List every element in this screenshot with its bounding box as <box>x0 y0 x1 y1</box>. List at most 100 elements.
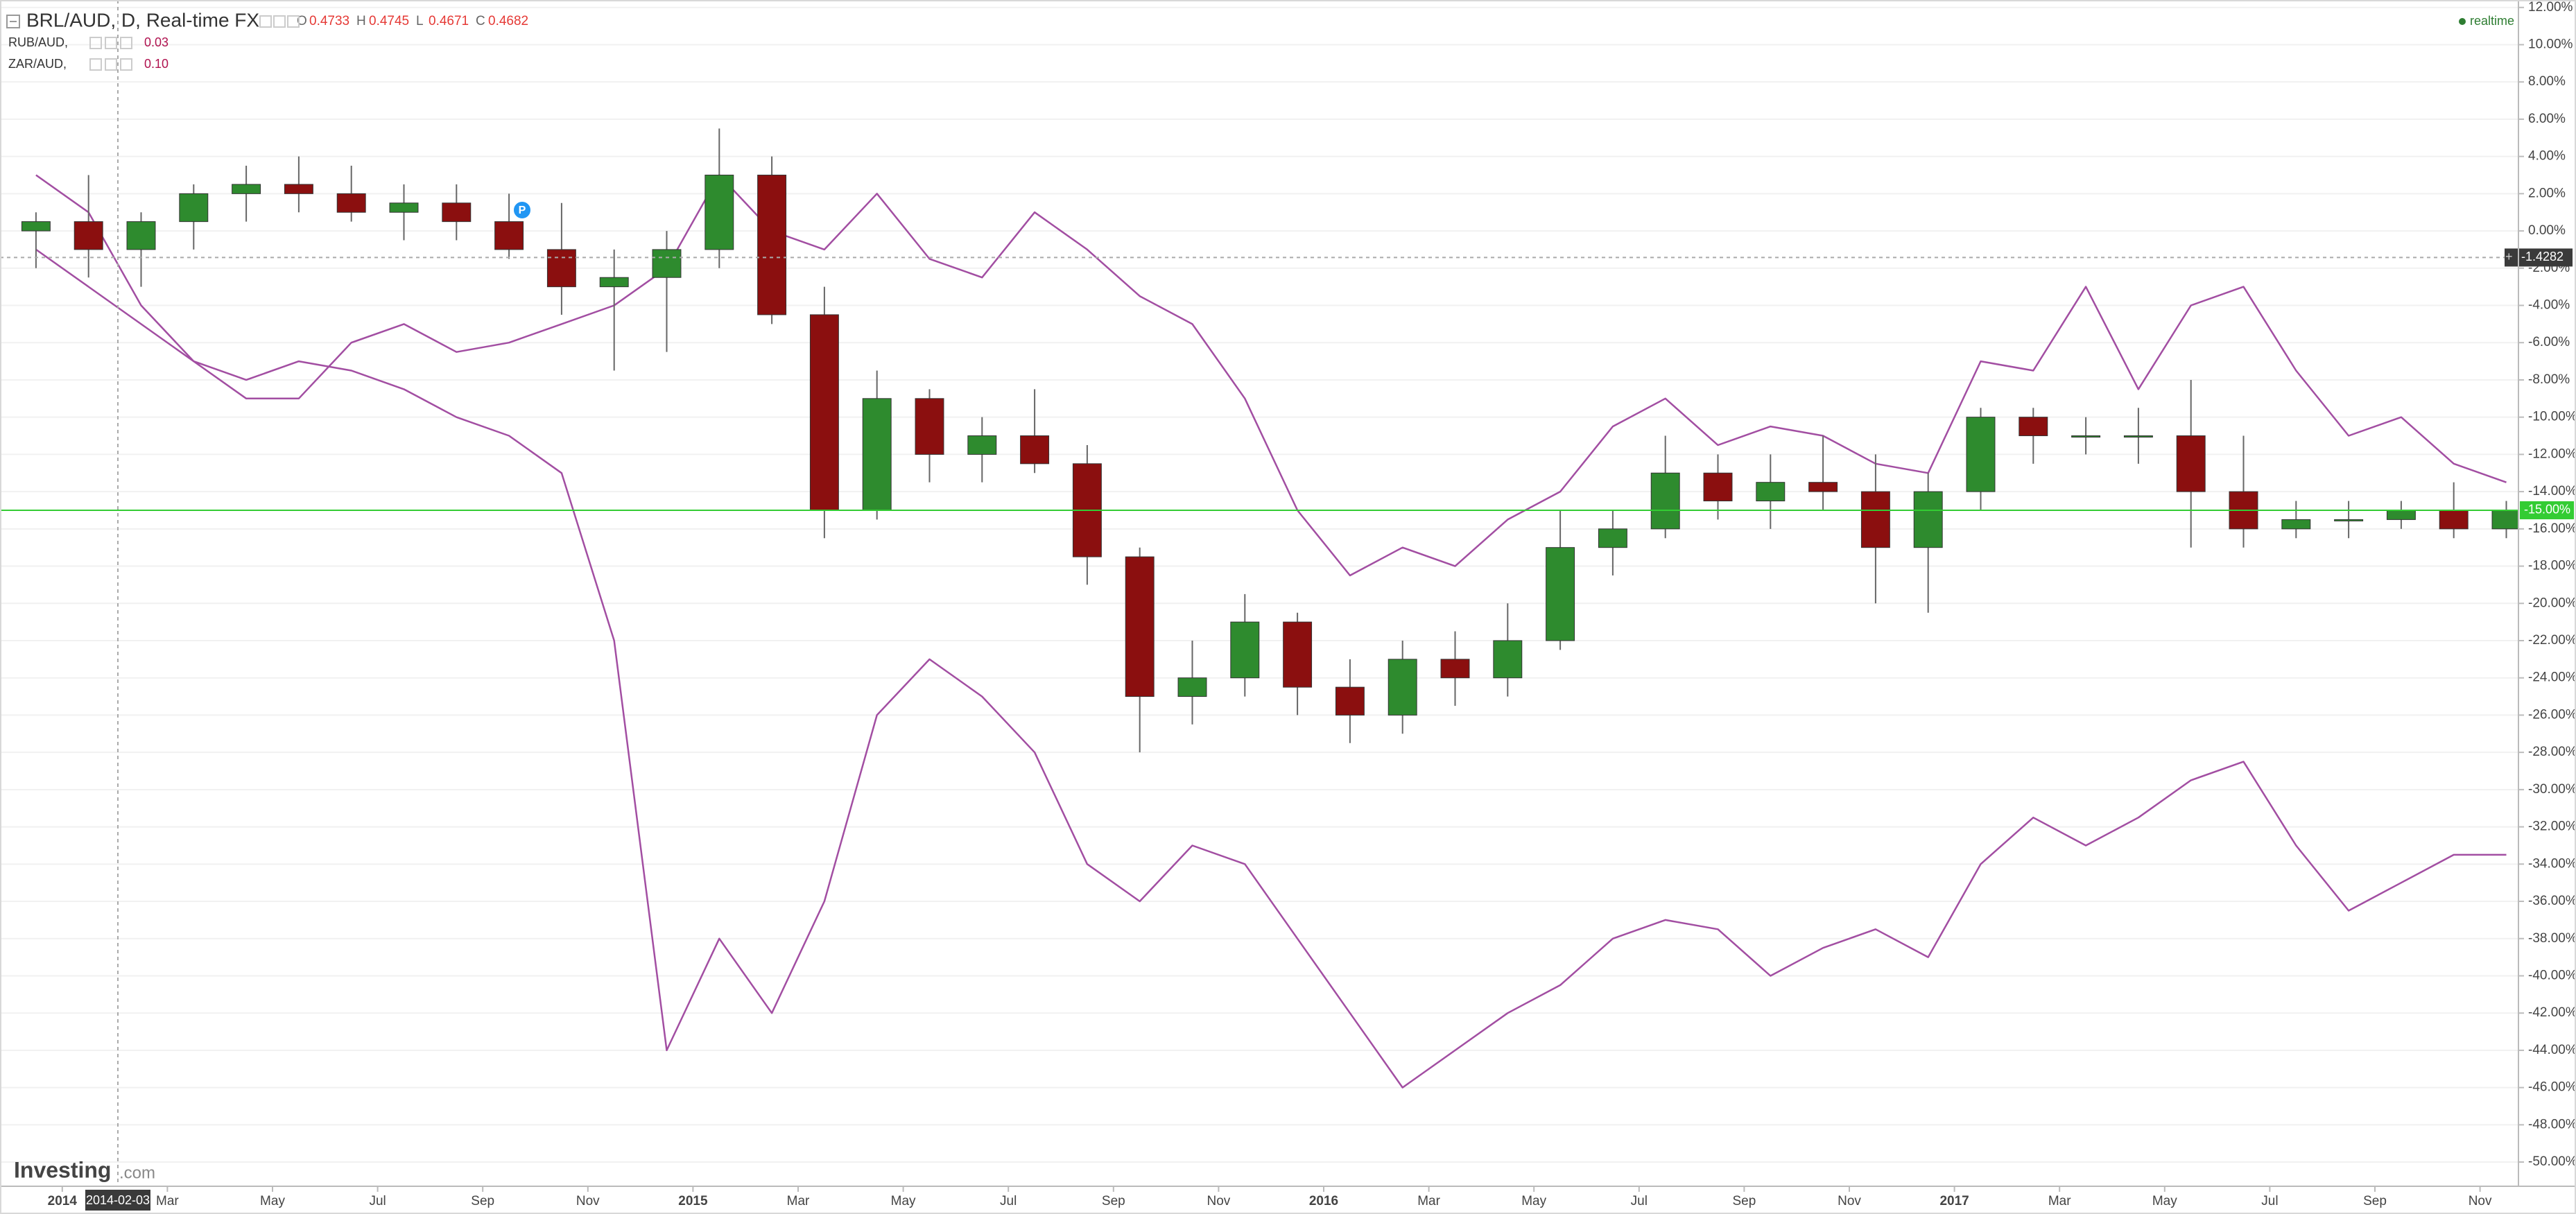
candle-body <box>1125 556 1155 697</box>
legend-value: 0.10 <box>144 57 168 71</box>
header-button[interactable] <box>273 15 286 28</box>
x-tick-label: Sep <box>1732 1194 1756 1208</box>
quote-value: 0.4682 <box>488 14 528 28</box>
legend-button[interactable] <box>120 58 132 71</box>
crosshair-plus: + <box>2505 250 2513 263</box>
y-tick-label: -14.00% <box>2528 484 2576 498</box>
x-tick-label: May <box>2152 1194 2177 1208</box>
candle-body <box>1860 491 1890 548</box>
y-tick-label: -36.00% <box>2528 894 2576 908</box>
x-tick-label: Sep <box>2363 1194 2387 1208</box>
candle-body <box>1335 686 1365 716</box>
candle-body <box>336 193 366 213</box>
header-button[interactable] <box>287 15 300 28</box>
quote-value: 0.4671 <box>429 14 469 28</box>
y-tick-label: 0.00% <box>2528 223 2566 238</box>
candle-body <box>1283 621 1313 688</box>
status-dot <box>2459 18 2466 25</box>
x-tick-label: Jul <box>2261 1194 2278 1208</box>
x-tick-label: Sep <box>1102 1194 1125 1208</box>
candle-body <box>652 249 682 278</box>
y-tick-label: 12.00% <box>2528 0 2573 15</box>
y-tick-label: 10.00% <box>2528 37 2573 51</box>
crosshair-date-tag <box>85 1190 150 1211</box>
crosshair-value: -1.4282 <box>2521 250 2564 263</box>
candle-body <box>2019 417 2048 437</box>
x-tick-label: May <box>891 1194 916 1208</box>
last-price-tag <box>2520 501 2574 519</box>
x-tick-label: Mar <box>787 1194 810 1208</box>
quote-value: 0.4745 <box>369 14 409 28</box>
candle-body <box>74 221 103 250</box>
candle-body <box>915 398 944 455</box>
legend-name: RUB/AUD, <box>8 35 68 49</box>
legend-button[interactable] <box>89 37 102 49</box>
x-tick-label: Nov <box>2469 1194 2492 1208</box>
status: realtime <box>2470 14 2514 28</box>
candle-body <box>2071 435 2101 438</box>
x-tick-label: Mar <box>2048 1194 2071 1208</box>
candle-body <box>809 314 839 511</box>
candle-body <box>232 184 261 194</box>
y-tick-label: -22.00% <box>2528 633 2576 648</box>
x-tick-label: Jul <box>369 1194 386 1208</box>
candle-body <box>494 221 524 250</box>
y-tick-label: -48.00% <box>2528 1117 2576 1131</box>
collapse-icon[interactable] <box>6 15 20 28</box>
y-tick-label: 2.00% <box>2528 186 2566 200</box>
candle-body <box>1808 482 1838 492</box>
x-tick-label: Nov <box>1207 1194 1231 1208</box>
quote-value: 0.4733 <box>309 14 349 28</box>
quote-label: L <box>416 14 424 28</box>
candle-body <box>1230 621 1260 679</box>
series-line <box>35 174 2507 577</box>
candle-body <box>1177 677 1207 697</box>
logo: Investing <box>14 1157 111 1182</box>
candle-body <box>2281 519 2311 530</box>
candle-body <box>179 193 209 223</box>
quote-label: H <box>356 14 366 28</box>
candle-body <box>1650 472 1680 530</box>
candle-body <box>1913 491 1943 548</box>
candle-body <box>1966 417 1996 492</box>
event-marker[interactable] <box>512 200 532 220</box>
y-tick-label: -24.00% <box>2528 670 2576 685</box>
candle-body <box>442 202 472 223</box>
y-tick-label: -28.00% <box>2528 745 2576 759</box>
legend-button[interactable] <box>120 37 132 49</box>
y-tick-label: -38.00% <box>2528 931 2576 946</box>
candle-body <box>1440 659 1470 679</box>
candle-body <box>2123 435 2153 438</box>
candle-body <box>2491 510 2518 530</box>
y-tick-label: -30.00% <box>2528 782 2576 797</box>
y-tick-label: -50.00% <box>2528 1154 2576 1169</box>
x-tick-label: 2017 <box>1939 1194 1969 1208</box>
candle-body <box>1756 482 1786 502</box>
x-tick-label: Sep <box>471 1194 494 1208</box>
x-tick-label: 2016 <box>1309 1194 1338 1208</box>
quote-label: C <box>476 14 485 28</box>
x-tick-label: Jul <box>1631 1194 1648 1208</box>
y-tick-label: -10.00% <box>2528 410 2576 424</box>
x-tick-label: May <box>260 1194 285 1208</box>
candle-body <box>757 174 787 315</box>
legend-button[interactable] <box>89 58 102 71</box>
chart-title: BRL/AUD, D, Real-time FX <box>26 9 259 31</box>
header-button[interactable] <box>259 15 272 28</box>
y-tick-label: -42.00% <box>2528 1005 2576 1020</box>
x-tick-label: Mar <box>1417 1194 1440 1208</box>
candle-body <box>967 435 997 455</box>
y-tick-label: -4.00% <box>2528 298 2570 313</box>
legend-button[interactable] <box>105 58 117 71</box>
candle-body <box>2439 510 2469 530</box>
y-tick-label: -12.00% <box>2528 446 2576 461</box>
x-tick-label: Nov <box>1838 1194 1861 1208</box>
last-price-label: -15.00% <box>2524 503 2570 517</box>
legend-button[interactable] <box>105 37 117 49</box>
candle-body <box>1388 659 1417 716</box>
candle-body <box>389 202 419 213</box>
